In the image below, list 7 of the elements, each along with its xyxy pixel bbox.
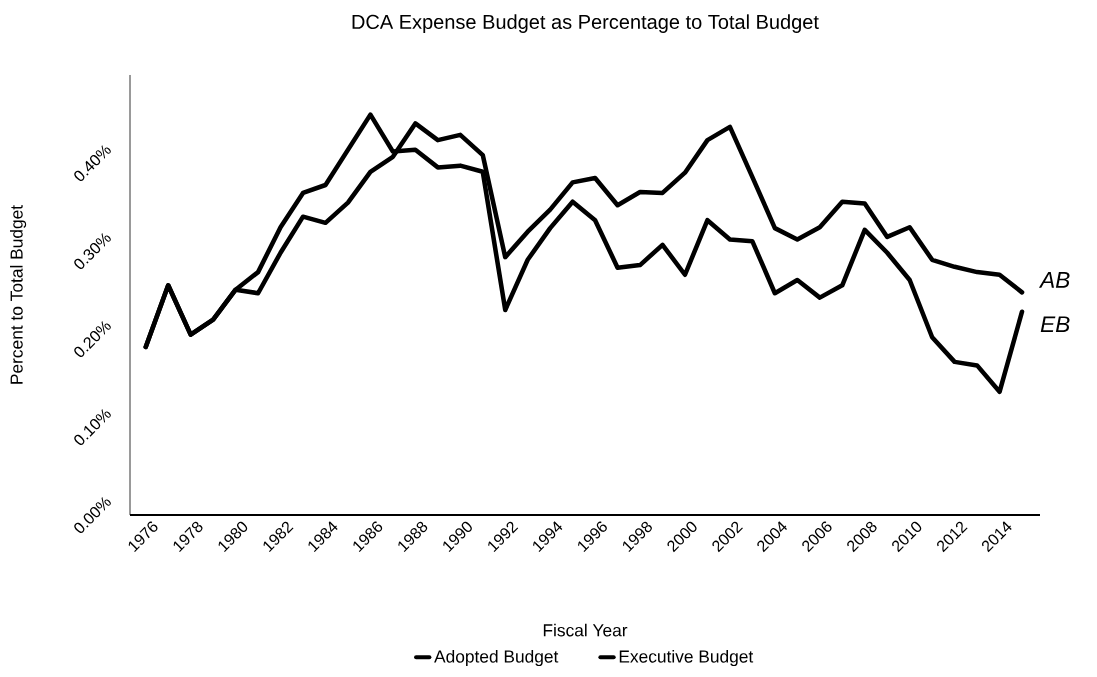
legend-label: Adopted Budget <box>434 649 559 667</box>
annotation: AB <box>1038 272 1070 288</box>
y-axis-title: Percent to Total Budget <box>9 205 27 384</box>
legend-label: Executive Budget <box>619 649 754 667</box>
x-axis-title: Fiscal Year <box>543 623 628 637</box>
annotation: EB <box>1040 316 1070 333</box>
chart-title: DCA Expense Budget as Percentage to Total Budget <box>352 14 819 33</box>
